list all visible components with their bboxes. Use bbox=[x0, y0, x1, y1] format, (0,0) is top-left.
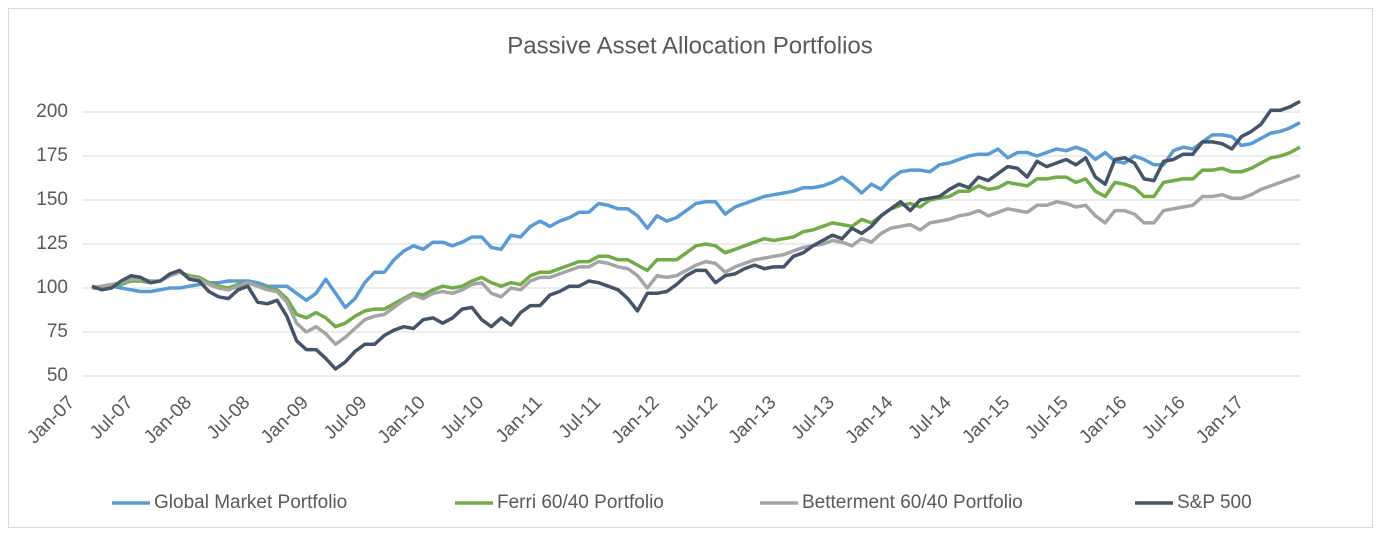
y-tick-label: 75 bbox=[47, 321, 68, 342]
y-tick-label: 175 bbox=[36, 145, 68, 166]
series-line bbox=[91, 99, 1301, 371]
series-line bbox=[92, 121, 1301, 310]
legend-label: Ferri 60/40 Portfolio bbox=[497, 492, 664, 513]
y-tick-label: 150 bbox=[36, 189, 68, 210]
series-line bbox=[92, 145, 1301, 329]
legend-label: Global Market Portfolio bbox=[154, 492, 347, 513]
y-tick-label: 125 bbox=[36, 233, 68, 254]
legend-label: Betterment 60/40 Portfolio bbox=[802, 492, 1023, 513]
y-tick-label: 200 bbox=[36, 101, 68, 122]
y-tick-label: 50 bbox=[47, 365, 68, 386]
legend-label: S&P 500 bbox=[1177, 492, 1252, 513]
series-line bbox=[91, 173, 1301, 347]
chart-title: Passive Asset Allocation Portfolios bbox=[507, 32, 873, 59]
y-tick-label: 100 bbox=[36, 277, 68, 298]
